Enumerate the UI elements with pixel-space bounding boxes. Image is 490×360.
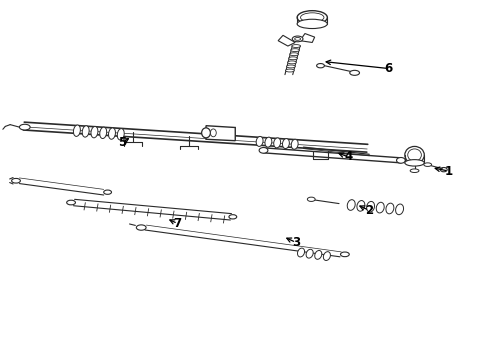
Ellipse shape [297, 248, 305, 257]
Text: 6: 6 [385, 62, 393, 75]
Ellipse shape [20, 124, 30, 130]
Ellipse shape [408, 149, 421, 161]
Ellipse shape [441, 167, 447, 172]
Text: 7: 7 [173, 217, 182, 230]
Ellipse shape [74, 125, 80, 136]
Ellipse shape [376, 202, 384, 213]
Ellipse shape [424, 163, 432, 166]
Ellipse shape [282, 139, 290, 149]
Ellipse shape [395, 204, 404, 215]
Ellipse shape [396, 158, 405, 163]
Ellipse shape [259, 148, 268, 153]
Ellipse shape [317, 64, 324, 68]
Polygon shape [300, 33, 315, 42]
Text: 2: 2 [365, 204, 373, 217]
Ellipse shape [323, 252, 330, 261]
Polygon shape [278, 35, 295, 46]
Ellipse shape [386, 203, 394, 214]
Ellipse shape [104, 190, 112, 194]
Ellipse shape [286, 69, 294, 72]
Ellipse shape [136, 225, 146, 230]
Ellipse shape [297, 11, 327, 24]
Ellipse shape [256, 136, 263, 147]
Ellipse shape [315, 251, 322, 259]
Ellipse shape [12, 179, 21, 183]
Ellipse shape [291, 49, 299, 51]
Ellipse shape [210, 129, 216, 137]
Ellipse shape [357, 201, 365, 211]
Text: 3: 3 [292, 236, 300, 249]
Ellipse shape [91, 126, 98, 138]
Text: 4: 4 [344, 150, 352, 163]
Ellipse shape [367, 201, 374, 212]
Ellipse shape [290, 53, 298, 56]
Ellipse shape [67, 200, 75, 205]
Ellipse shape [347, 200, 355, 210]
Ellipse shape [307, 197, 315, 202]
Ellipse shape [289, 57, 297, 60]
Ellipse shape [306, 249, 313, 258]
Ellipse shape [265, 137, 272, 147]
Ellipse shape [297, 19, 327, 28]
Ellipse shape [202, 128, 210, 138]
Polygon shape [206, 126, 235, 141]
Ellipse shape [410, 169, 419, 172]
Text: 1: 1 [444, 165, 453, 177]
Ellipse shape [292, 36, 303, 42]
Ellipse shape [117, 129, 124, 140]
Ellipse shape [405, 147, 424, 163]
Ellipse shape [350, 70, 360, 75]
Ellipse shape [292, 45, 300, 48]
Ellipse shape [274, 138, 281, 148]
Ellipse shape [291, 139, 298, 149]
Ellipse shape [100, 127, 107, 139]
Ellipse shape [229, 215, 237, 219]
Text: 5: 5 [118, 136, 126, 149]
Ellipse shape [341, 252, 349, 257]
Ellipse shape [405, 159, 424, 166]
Ellipse shape [288, 61, 296, 64]
Ellipse shape [294, 37, 300, 40]
Ellipse shape [82, 126, 89, 137]
Ellipse shape [300, 13, 324, 22]
Ellipse shape [108, 128, 116, 139]
Ellipse shape [287, 65, 295, 68]
